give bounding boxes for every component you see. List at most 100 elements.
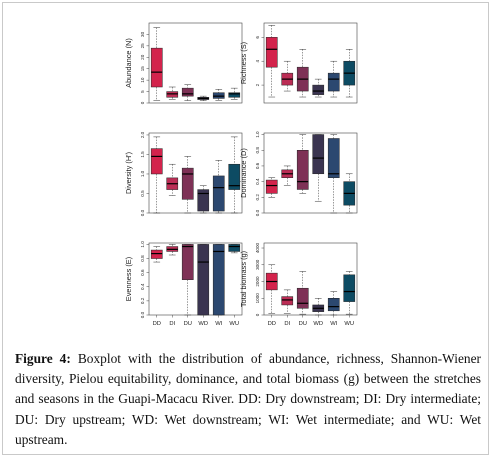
box-wu xyxy=(343,271,356,315)
y-tick-label: 3000 xyxy=(255,259,260,270)
box-du xyxy=(181,84,194,101)
iqr-box xyxy=(197,244,210,316)
x-tick-label-du: DU xyxy=(184,321,192,327)
y-tick-label: 1.0 xyxy=(140,241,145,248)
box-wi xyxy=(327,60,340,98)
y-axis-title: Abundance (N) xyxy=(124,38,133,88)
box-du xyxy=(296,271,309,315)
y-axis-title: Richness (S) xyxy=(239,42,248,84)
box-di xyxy=(281,289,294,314)
box-wi xyxy=(327,134,340,214)
box-wd xyxy=(197,95,210,101)
box-dd xyxy=(150,136,163,214)
iqr-box xyxy=(327,72,340,92)
iqr-box xyxy=(296,150,309,190)
y-tick-label: 0.5 xyxy=(140,190,145,197)
iqr-box xyxy=(327,298,340,312)
box-wu xyxy=(343,173,356,214)
x-tick-label-wi: WI xyxy=(215,321,222,327)
iqr-box xyxy=(150,148,163,175)
plot-frame xyxy=(263,132,358,214)
y-tick-label: 0.2 xyxy=(140,297,145,304)
iqr-box xyxy=(197,189,210,212)
y-axis-title: Total biomass (g) xyxy=(239,251,248,307)
y-tick-label: 30 xyxy=(140,31,145,37)
plot-frame xyxy=(263,242,358,316)
y-tick-label: 2 xyxy=(255,83,260,86)
box-wi xyxy=(212,244,225,316)
box-wu xyxy=(228,136,241,214)
iqr-box xyxy=(281,296,294,306)
panel-biomass: Total biomass (g) 0 1000 2000 3000 4000 DD DI DU… xyxy=(239,242,358,327)
y-tick-label: 1.0 xyxy=(140,170,145,177)
y-tick-label: 4 xyxy=(255,59,260,62)
boxplot-panels: Abundance (N) 0 5 10 15 20 25 30 Richness (S) 2 4 6… xyxy=(124,22,358,327)
x-tick-label-wd: WD xyxy=(198,321,208,327)
iqr-box xyxy=(150,249,163,259)
y-tick-label: 0.4 xyxy=(140,283,145,290)
figure-frame: Abundance (N) 0 5 10 15 20 25 30 Richness (S) 2 4 6… xyxy=(2,2,489,455)
plot-frame xyxy=(148,22,243,104)
x-tick-label-wd: WD xyxy=(313,321,323,327)
iqr-box xyxy=(150,47,163,88)
box-wi xyxy=(212,160,225,214)
box-wu xyxy=(228,244,241,254)
y-tick-label: 0.6 xyxy=(140,269,145,276)
box-wu xyxy=(343,49,356,98)
x-tick-label-wu: WU xyxy=(344,321,354,327)
box-wi xyxy=(212,89,225,101)
plot-frame xyxy=(148,132,243,214)
box-di xyxy=(166,86,179,100)
y-tick-label: 25 xyxy=(140,43,145,49)
x-tick-label-du: DU xyxy=(299,321,307,327)
box-dd xyxy=(150,246,163,263)
box-wd xyxy=(312,134,325,202)
y-axis-title: Evenness (E) xyxy=(124,257,133,301)
y-tick-label: 0.6 xyxy=(255,162,260,169)
iqr-box xyxy=(265,37,278,68)
iqr-box xyxy=(181,244,194,280)
x-tick-label-dd: DD xyxy=(268,321,276,327)
box-dd xyxy=(150,27,163,101)
y-axis-title: Diversity (H') xyxy=(124,152,133,194)
y-tick-label: 20 xyxy=(140,54,145,60)
panel-richness: Richness (S) 2 4 6 xyxy=(239,22,358,104)
box-di xyxy=(166,163,179,196)
y-tick-label: 0 xyxy=(140,101,145,104)
y-tick-label: 0.8 xyxy=(255,147,260,154)
box-du xyxy=(181,244,194,316)
iqr-box xyxy=(265,179,278,194)
x-tick-label-wi: WI xyxy=(330,321,337,327)
y-tick-label: 2.0 xyxy=(140,131,145,138)
box-wd xyxy=(312,298,325,316)
x-tick-label-dd: DD xyxy=(153,321,161,327)
y-tick-label: 6 xyxy=(255,36,260,39)
y-tick-label: 10 xyxy=(140,77,145,83)
iqr-box xyxy=(296,287,309,309)
iqr-box xyxy=(228,163,241,190)
box-di xyxy=(166,244,179,256)
box-wd xyxy=(312,78,325,98)
box-du xyxy=(296,49,309,98)
y-axis-title: Dominance (D) xyxy=(239,148,248,198)
x-tick-label-di: DI xyxy=(169,321,175,327)
y-tick-label: 0.0 xyxy=(140,311,145,318)
iqr-box xyxy=(312,84,325,95)
y-tick-label: 0 xyxy=(255,313,260,316)
box-wd xyxy=(197,244,210,316)
box-di xyxy=(281,60,294,92)
box-dd xyxy=(265,25,278,98)
iqr-box xyxy=(212,244,225,316)
caption-label: Figure 4: xyxy=(15,351,71,366)
y-tick-label: 1.0 xyxy=(255,131,260,138)
iqr-box xyxy=(181,167,194,200)
y-tick-label: 1.5 xyxy=(140,151,145,158)
box-dd xyxy=(265,177,278,198)
plot-frame xyxy=(148,242,243,316)
y-tick-label: 0.0 xyxy=(140,209,145,216)
panel-dominance: Dominance (D) 0.0 0.2 0.4 0.6 0.8 1.0 xyxy=(239,131,358,216)
y-tick-label: 0.2 xyxy=(255,194,260,201)
iqr-box xyxy=(327,138,340,178)
y-tick-label: 5 xyxy=(140,90,145,93)
panel-evenness: Evenness (E) 0.0 0.2 0.4 0.6 0.8 1.0 DD DI DU WD WI… xyxy=(124,241,243,327)
